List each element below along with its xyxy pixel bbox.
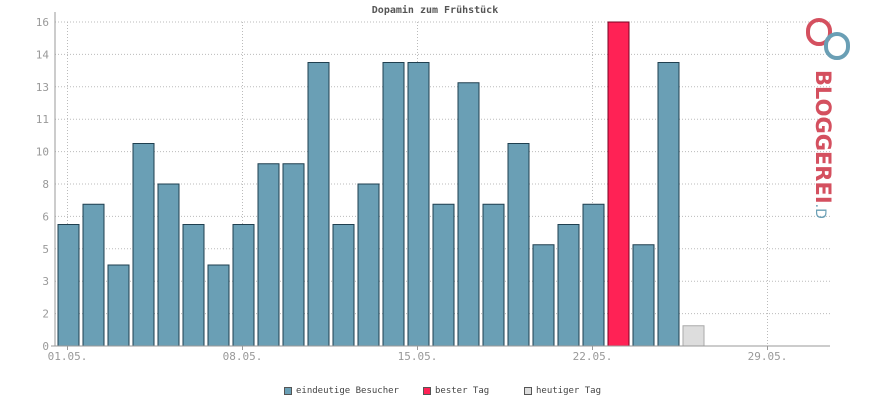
- legend-item-heutiger-tag: heutiger Tag: [524, 386, 601, 396]
- bar: [557, 224, 580, 347]
- bar: [432, 203, 455, 347]
- legend-swatch-bester-tag: [423, 387, 431, 395]
- bar: [507, 143, 530, 347]
- bar: [357, 183, 380, 347]
- bar: [82, 203, 105, 347]
- x-tick-label: 22.05.: [573, 350, 613, 363]
- y-tick-label: 14: [36, 48, 50, 61]
- bar: [632, 244, 655, 347]
- logo-bubbles-icon: [806, 18, 850, 60]
- chart-title: Dopamin zum Frühstück: [371, 5, 499, 16]
- y-tick-label: 3: [42, 275, 49, 288]
- legend-item-besucher: eindeutige Besucher: [284, 386, 399, 396]
- legend-label-heutiger-tag: heutiger Tag: [536, 386, 602, 396]
- x-tick-label: 08.05.: [223, 350, 263, 363]
- bar: [382, 62, 405, 347]
- x-tick-label: 29.05.: [748, 350, 788, 363]
- bar: [657, 62, 680, 347]
- bar: [232, 224, 255, 347]
- legend-item-bester-tag: bester Tag: [423, 386, 489, 396]
- bar: [57, 224, 80, 347]
- legend-swatch-heutiger-tag: [524, 387, 532, 395]
- bar: [582, 203, 605, 347]
- x-tick-label: 01.05.: [48, 350, 88, 363]
- y-tick-label: 16: [36, 16, 49, 29]
- legend-label-bester-tag: bester Tag: [435, 386, 490, 396]
- bloggerei-logo: BLOGGEREI.DE: [806, 18, 850, 218]
- y-tick-label: 13: [36, 81, 49, 94]
- y-tick-label: 11: [36, 113, 49, 126]
- bar: [257, 163, 280, 347]
- y-tick-label: 5: [42, 243, 49, 256]
- y-tick-label: 2: [42, 308, 49, 321]
- bar: [682, 325, 705, 347]
- bar: [307, 62, 330, 347]
- logo-wordmark: BLOGGEREI.DE: [811, 70, 835, 218]
- bar: [457, 82, 480, 347]
- bar: [282, 163, 305, 347]
- y-tick-label: 0: [42, 340, 49, 353]
- x-tick-label: 15.05.: [398, 350, 438, 363]
- bar: [332, 224, 355, 347]
- y-tick-label: 6: [42, 210, 49, 223]
- bar: [182, 224, 205, 347]
- bar: [132, 143, 155, 347]
- legend-swatch-besucher: [284, 387, 292, 395]
- bar: [482, 203, 505, 347]
- bar: [607, 21, 630, 347]
- bar: [157, 183, 180, 347]
- bar: [407, 62, 430, 347]
- bar: [532, 244, 555, 347]
- y-tick-label: 10: [36, 146, 49, 159]
- bar: [107, 264, 130, 347]
- y-tick-label: 8: [42, 178, 49, 191]
- bar: [207, 264, 230, 347]
- legend-label-besucher: eindeutige Besucher: [296, 386, 399, 396]
